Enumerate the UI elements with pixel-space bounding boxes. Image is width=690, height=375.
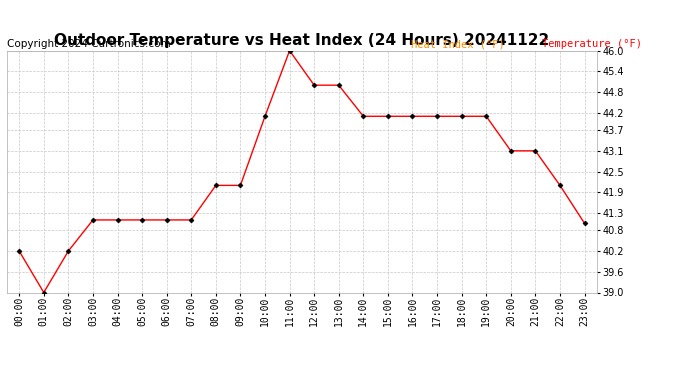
Text: Temperature (°F): Temperature (°F)	[542, 39, 642, 50]
Text: Copyright 2024 Curtronics.com: Copyright 2024 Curtronics.com	[7, 39, 170, 50]
Text: Heat Index (°F): Heat Index (°F)	[411, 39, 504, 50]
Title: Outdoor Temperature vs Heat Index (24 Hours) 20241122: Outdoor Temperature vs Heat Index (24 Ho…	[55, 33, 549, 48]
